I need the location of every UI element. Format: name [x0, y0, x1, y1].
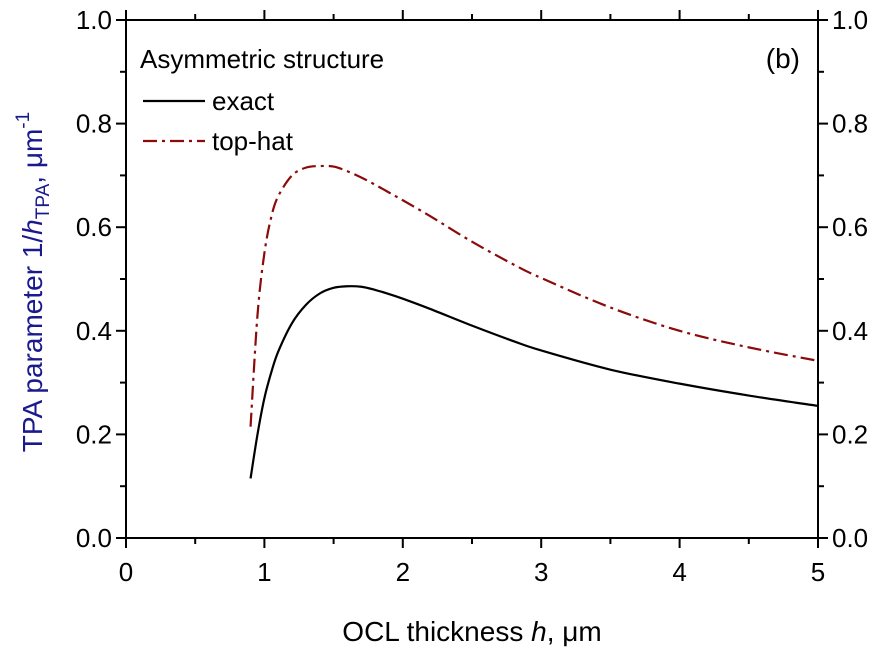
- x-axis-title: OCL thickness h, μm: [342, 616, 601, 647]
- x-tick-label: 1: [257, 557, 271, 587]
- tick-labels: 0 1 2 3 4 50.00.20.40.60.81.00.00.20.40.60.81…: [76, 5, 868, 587]
- legend-label-top-hat: top-hat: [212, 126, 294, 156]
- legend-label-exact: exact: [212, 86, 275, 116]
- y-tick-label-right: 0.2: [832, 419, 868, 449]
- x-tick-label: 4: [672, 557, 686, 587]
- y-axis-title: TPA parameter 1/hTPA, μm-1: [13, 112, 54, 452]
- plot-frame: [125, 19, 819, 539]
- y-tick-label-right: 0.0: [832, 523, 868, 553]
- y-tick-label-left: 0.0: [76, 523, 112, 553]
- x-tick-label: 0: [119, 557, 133, 587]
- series-line-exact: [249, 285, 819, 479]
- x-tick-label: 3: [534, 557, 548, 587]
- panel-label: (b): [766, 43, 800, 74]
- y-tick-label-right: 1.0: [832, 5, 868, 35]
- y-tick-label-right: 0.8: [832, 109, 868, 139]
- series-layer: [249, 164, 819, 479]
- y-tick-label-left: 0.4: [76, 316, 112, 346]
- series-line-top-hat: [249, 164, 819, 427]
- x-tick-label: 2: [396, 557, 410, 587]
- y-tick-label-left: 0.6: [76, 212, 112, 242]
- y-tick-label-left: 1.0: [76, 5, 112, 35]
- y-tick-label-left: 0.2: [76, 419, 112, 449]
- legend-title: Asymmetric structure: [140, 44, 384, 74]
- y-tick-label-right: 0.4: [832, 316, 868, 346]
- y-tick-label-right: 0.6: [832, 212, 868, 242]
- x-tick-label: 5: [811, 557, 825, 587]
- y-tick-label-left: 0.8: [76, 109, 112, 139]
